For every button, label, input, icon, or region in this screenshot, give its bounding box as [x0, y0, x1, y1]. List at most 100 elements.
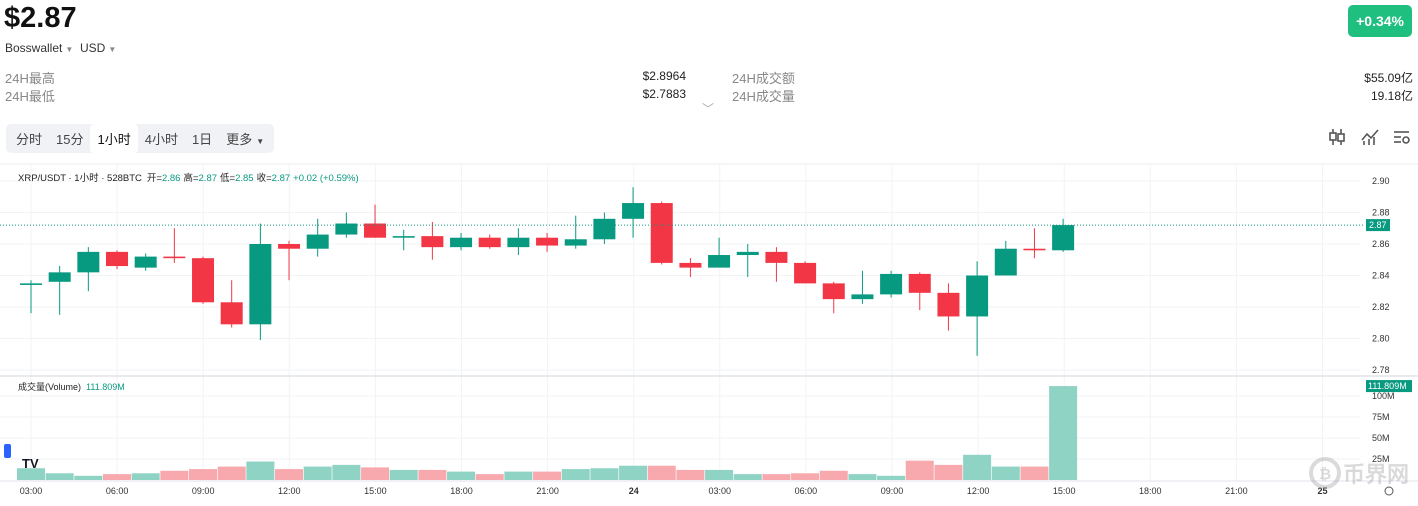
time-tick: 03:00 [20, 486, 43, 496]
volume-bar [619, 465, 648, 480]
tab-15m[interactable]: 15分 [56, 132, 84, 147]
candle-body [507, 237, 530, 248]
candle-body [306, 234, 329, 249]
time-tick: 09:00 [192, 486, 215, 496]
volume-bar [103, 474, 132, 480]
volume-bar [819, 470, 848, 480]
candle-body [765, 251, 788, 263]
volume-bars [17, 386, 1078, 480]
timezone-settings-icon[interactable] [1384, 486, 1394, 496]
volume-bar [676, 469, 705, 480]
indicator-icon[interactable] [1361, 128, 1379, 151]
candle-body [822, 283, 845, 300]
volume-bar [217, 466, 246, 480]
amount-value: $55.09亿 [1364, 71, 1413, 85]
price-tick: 2.84 [1372, 271, 1390, 281]
low-value: $2.7883 [642, 87, 686, 101]
volume-tick: 25M [1372, 454, 1390, 464]
candle-body [622, 203, 645, 219]
volume-bar [189, 469, 218, 480]
exchange-select[interactable]: Bosswallet ▼ [5, 41, 73, 55]
collapse-toggle[interactable] [4, 444, 11, 458]
last-price-label: 2.87 [1369, 220, 1387, 230]
time-tick: 12:00 [278, 486, 301, 496]
candle-body [966, 275, 989, 317]
candle-body [450, 237, 473, 248]
volume-bar [418, 469, 447, 480]
svg-text:币界网: 币界网 [1343, 462, 1409, 487]
volume-bar [447, 471, 476, 480]
candle-body [134, 256, 157, 268]
volume-bar [361, 467, 390, 480]
settings-icon[interactable] [1393, 128, 1411, 151]
volume-bar [991, 466, 1020, 480]
volume-bar [45, 473, 74, 480]
volume-bar [905, 460, 934, 480]
expand-chevron-icon[interactable]: ﹀ [702, 102, 715, 116]
candle-body [1023, 248, 1046, 251]
candle-type-icon[interactable] [1328, 128, 1346, 151]
candle-body [536, 237, 559, 246]
time-tick: 18:00 [1139, 486, 1162, 496]
last-volume-label: 111.809M [1368, 381, 1407, 391]
candle-body [421, 236, 444, 248]
time-tick: 15:00 [1053, 486, 1076, 496]
caret-down-icon: ▼ [108, 45, 117, 54]
volume-tick: 75M [1372, 412, 1390, 422]
volume-bar [74, 475, 103, 480]
candle-body [908, 273, 931, 293]
tab-1h[interactable]: 1小时 [90, 124, 138, 153]
volume-bar [332, 464, 361, 480]
tab-1d[interactable]: 1日 [191, 132, 213, 147]
high-value: $2.8964 [642, 69, 686, 83]
volume-tick: 100M [1372, 391, 1395, 401]
candle-body [192, 258, 215, 303]
candle-body [106, 251, 129, 267]
last-price-label-bg [1366, 219, 1390, 232]
time-tick: 09:00 [881, 486, 904, 496]
volume-bar [705, 469, 734, 480]
volume-bar [17, 468, 45, 480]
volume-bar [275, 469, 304, 480]
volume-bar [475, 474, 504, 480]
caret-down-icon: ▼ [65, 45, 74, 54]
candle-body [364, 223, 387, 238]
candle-body [708, 255, 731, 268]
tab-4h[interactable]: 4小时 [144, 132, 178, 147]
time-tick: 21:00 [1225, 486, 1248, 496]
interval-tabs: 分时 15分 1小时 4小时 1日 更多 ▼ [6, 124, 275, 153]
time-tick: 12:00 [967, 486, 990, 496]
time-tick: 03:00 [709, 486, 732, 496]
quote-select[interactable]: USD ▼ [80, 41, 116, 55]
volume-bar [963, 454, 992, 480]
candle-body [220, 302, 243, 325]
tab-time[interactable]: 分时 [16, 132, 43, 147]
volume-legend: 成交量(Volume) 111.809M [18, 381, 125, 392]
time-tick: 15:00 [364, 486, 387, 496]
candle-body [679, 262, 702, 268]
candle-body [880, 273, 903, 295]
time-tick: 18:00 [450, 486, 473, 496]
amount-label: 24H成交额 [732, 71, 795, 86]
volume-bar [561, 469, 590, 480]
candle-body [335, 223, 358, 235]
candle-body [20, 283, 42, 285]
more-label: 更多 [226, 132, 253, 147]
high-label: 24H最高 [5, 71, 55, 86]
time-tick: 24 [629, 486, 639, 496]
volume-bar [590, 468, 619, 480]
time-tick: 06:00 [795, 486, 818, 496]
volume-bar [791, 473, 820, 480]
low-label: 24H最低 [5, 89, 55, 104]
price-tick: 2.82 [1372, 302, 1390, 312]
candle-body [593, 218, 616, 240]
volume-bar [389, 469, 418, 480]
candles [20, 187, 1075, 356]
price-tick: 2.78 [1372, 365, 1390, 375]
candle-body [48, 272, 71, 282]
grid [0, 165, 1360, 481]
tab-more[interactable]: 更多 ▼ [219, 124, 271, 153]
candle-body [736, 251, 759, 256]
volume-bar [504, 471, 533, 480]
